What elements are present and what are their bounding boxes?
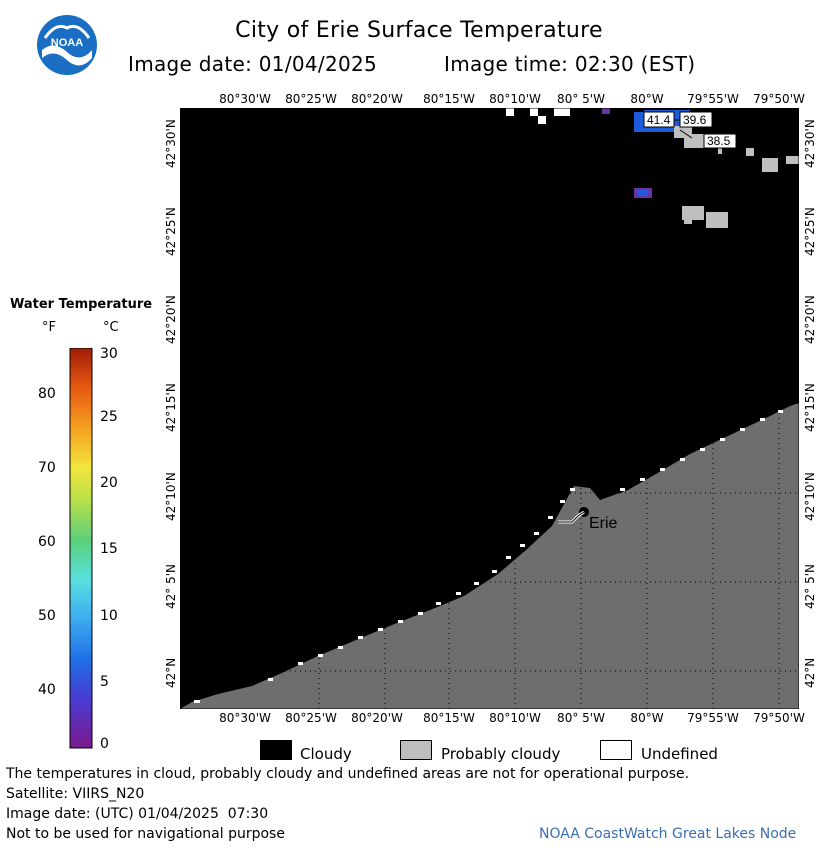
temp-label: 38.5 (707, 134, 731, 148)
legend-f-tick: 40 (38, 682, 56, 698)
lon-tick-top: 80°W (630, 92, 664, 106)
key-swatch-probably-cloudy (400, 740, 432, 760)
legend-c-tick: 20 (100, 475, 118, 491)
lon-tick-bottom: 80°25'W (285, 711, 337, 725)
lat-tick-left: 42°25'N (164, 207, 178, 256)
key-swatch-cloudy (260, 740, 292, 760)
legend-c-tick: 10 (100, 608, 118, 624)
legend-title: Water Temperature (10, 297, 153, 312)
legend-f-tick: 60 (38, 534, 56, 550)
image-time: Image time: 02:30 (EST) (444, 52, 696, 76)
lat-tick-right: 42°20'N (803, 295, 817, 344)
lat-tick-right: 42°25'N (803, 207, 817, 256)
lon-tick-top: 80°10'W (489, 92, 541, 106)
legend-f-tick: 80 (38, 386, 56, 402)
key-label-cloudy: Cloudy (300, 745, 352, 763)
legend-c-tick: 15 (100, 541, 118, 557)
temperature-annotations: 41.4 39.6 38.5 (643, 111, 737, 149)
temp-label: 41.4 (647, 113, 671, 127)
legend-f-tick: 70 (38, 460, 56, 476)
lon-tick-top: 79°50'W (753, 92, 805, 106)
lat-tick-left: 42°30'N (164, 119, 178, 168)
graticule (180, 108, 799, 709)
footer-node-link[interactable]: NOAA CoastWatch Great Lakes Node (539, 826, 797, 842)
lat-tick-right: 42°N (803, 657, 817, 688)
lat-tick-left: 42°20'N (164, 295, 178, 344)
footer-utc-date: Image date: (UTC) 01/04/2025 07:30 (6, 806, 269, 822)
city-label: Erie (589, 515, 618, 532)
page-title: City of Erie Surface Temperature (235, 18, 603, 43)
lon-tick-bottom: 80°15'W (423, 711, 475, 725)
lon-tick-top: 79°55'W (687, 92, 739, 106)
lon-tick-top: 80°30'W (219, 92, 271, 106)
legend-c-tick: 5 (100, 674, 109, 690)
land-area (180, 403, 799, 709)
lat-tick-left: 42° 5'N (164, 564, 178, 609)
footer-satellite: Satellite: VIIRS_N20 (6, 786, 145, 802)
lat-tick-right: 42°15'N (803, 383, 817, 432)
legend-f-tick: 50 (38, 608, 56, 624)
color-scale-bar (69, 348, 93, 749)
legend-unit-f: °F (42, 320, 56, 335)
key-label-undefined: Undefined (641, 745, 718, 763)
lat-tick-left: 42°N (164, 657, 178, 688)
lon-tick-bottom: 80°30'W (219, 711, 271, 725)
lat-tick-right: 42°10'N (803, 472, 817, 521)
lon-tick-bottom: 79°50'W (753, 711, 805, 725)
lon-tick-top: 80° 5'W (557, 92, 605, 106)
lat-tick-right: 42°30'N (803, 119, 817, 168)
lon-tick-top: 80°15'W (423, 92, 475, 106)
lat-tick-right: 42° 5'N (803, 564, 817, 609)
lon-tick-bottom: 80° 5'W (557, 711, 605, 725)
lon-tick-top: 80°20'W (351, 92, 403, 106)
footer-nav-warning: Not to be used for navigational purpose (6, 826, 285, 842)
legend-c-tick: 30 (100, 346, 118, 362)
footer-disclaimer: The temperatures in cloud, probably clou… (6, 766, 690, 782)
key-swatch-undefined (600, 740, 632, 760)
lon-tick-bottom: 80°W (630, 711, 664, 725)
key-label-probably-cloudy: Probably cloudy (441, 745, 561, 763)
image-date: Image date: 01/04/2025 (128, 52, 378, 76)
legend-c-tick: 0 (100, 736, 109, 752)
legend-unit-c: °C (103, 320, 119, 335)
lat-tick-left: 42°10'N (164, 472, 178, 521)
lon-tick-bottom: 80°10'W (489, 711, 541, 725)
legend-c-tick: 25 (100, 409, 118, 425)
undefined-shoreline (194, 410, 783, 703)
map-area: 41.4 39.6 38.5 Erie (180, 108, 799, 709)
noaa-logo: NOAA (36, 14, 98, 80)
lat-tick-left: 42°15'N (164, 383, 178, 432)
temp-label: 39.6 (683, 113, 707, 127)
lon-tick-bottom: 80°20'W (351, 711, 403, 725)
lon-tick-top: 80°25'W (285, 92, 337, 106)
lon-tick-bottom: 79°55'W (687, 711, 739, 725)
logo-text: NOAA (51, 37, 83, 49)
city-marker-erie: Erie (558, 507, 618, 532)
